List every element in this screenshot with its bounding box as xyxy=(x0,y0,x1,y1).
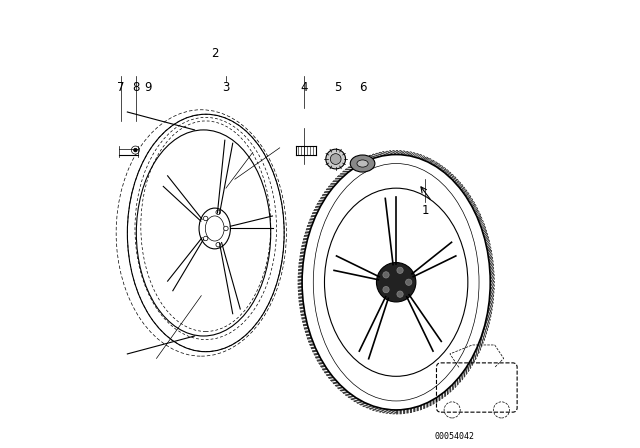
Circle shape xyxy=(406,279,412,285)
Text: 3: 3 xyxy=(222,81,230,94)
Text: 8: 8 xyxy=(132,81,140,94)
Text: 5: 5 xyxy=(334,81,342,94)
Circle shape xyxy=(134,148,137,152)
Text: 00054042: 00054042 xyxy=(435,432,474,441)
Circle shape xyxy=(216,242,220,247)
Circle shape xyxy=(326,149,346,169)
Circle shape xyxy=(376,263,416,302)
Circle shape xyxy=(204,216,208,221)
Ellipse shape xyxy=(350,155,375,172)
Text: 6: 6 xyxy=(359,81,366,94)
Text: 7: 7 xyxy=(117,81,124,94)
Circle shape xyxy=(224,226,228,231)
Circle shape xyxy=(131,146,140,154)
Circle shape xyxy=(330,154,341,164)
Circle shape xyxy=(383,286,389,293)
Circle shape xyxy=(383,272,389,278)
Text: 9: 9 xyxy=(144,81,151,94)
Text: 4: 4 xyxy=(301,81,308,94)
Circle shape xyxy=(216,210,220,215)
Circle shape xyxy=(397,291,403,297)
Circle shape xyxy=(204,236,208,241)
Circle shape xyxy=(397,267,403,273)
Text: 2: 2 xyxy=(211,47,218,60)
Text: 1: 1 xyxy=(422,204,429,217)
Ellipse shape xyxy=(357,160,368,167)
